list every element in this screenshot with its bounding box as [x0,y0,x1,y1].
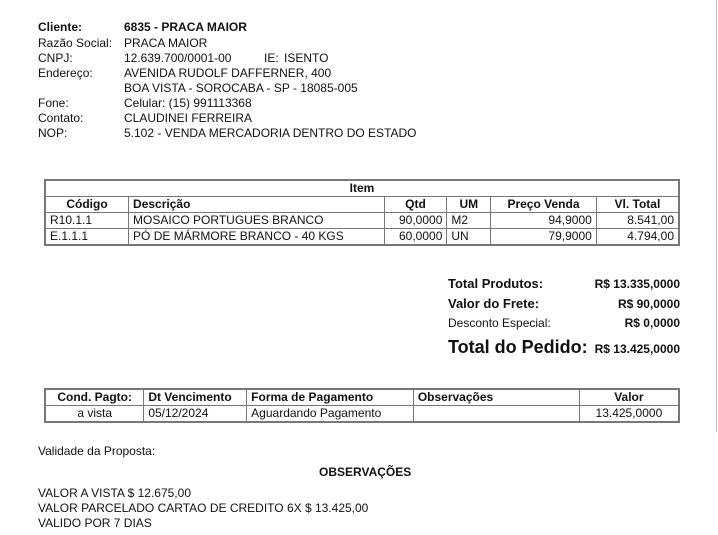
cliente-label: Cliente: [38,20,83,34]
valor-frete-label: Valor do Frete: [448,296,540,311]
fone-value: Celular: (15) 991113368 [124,96,252,110]
contato-label: Contato: [38,111,84,125]
cell-forma-pagamento: Aguardando Pagamento [246,405,414,423]
endereco-line1: AVENIDA RUDOLF DAFFERNER, 400 [124,66,332,80]
items-header-row: Código Descrição Qtd UM Preço Venda Vl. … [44,196,680,213]
table-row: R10.1.1 MOSAICO PORTUGUES BRANCO 90,0000… [44,212,680,229]
total-pedido: Total do Pedido: R$ 13.425,0000 [448,337,680,358]
cell-observacoes [412,405,580,423]
total-pedido-label: Total do Pedido: [448,337,588,357]
total-pedido-value: R$ 13.425,0000 [594,342,680,356]
nop-value: 5.102 - VENDA MERCADORIA DENTRO DO ESTAD… [124,126,417,140]
cell-codigo: R10.1.1 [44,212,130,229]
desconto-label: Desconto Especial: [448,316,551,330]
header-um: UM [446,196,492,213]
items-table: Item Código Descrição Qtd UM Preço Venda… [44,179,680,246]
desconto-especial: Desconto Especial: R$ 0,0000 [448,316,680,330]
header-observacoes: Observações [412,388,580,406]
cell-um: M2 [446,212,492,229]
items-title: Item [44,179,680,197]
header-total: Vl. Total [595,196,680,213]
header-codigo: Código [44,196,130,213]
header-cond-pagto: Cond. Pagto: [44,388,145,406]
endereco-label: Endereço: [38,66,93,80]
header-dt-vencimento: Dt Vencimento [143,388,248,406]
page-edge-divider [716,0,717,432]
validade-label: Validade da Proposta: [38,444,156,458]
header-valor: Valor [578,388,680,406]
cell-um: UN [446,228,492,246]
cnpj-value: 12.639.700/0001-00 [124,51,232,65]
header-descricao: Descrição [128,196,385,213]
desconto-value: R$ 0,0000 [624,316,680,330]
cell-total: 4.794,00 [595,228,680,246]
payment-header-row: Cond. Pagto: Dt Vencimento Forma de Paga… [44,388,680,406]
total-produtos-value: R$ 13.335,0000 [594,277,680,291]
valor-frete-value: R$ 90,0000 [617,297,680,311]
header-qtd: Qtd [383,196,448,213]
cell-preco: 79,9000 [490,228,597,246]
cell-preco: 94,9000 [490,212,597,229]
total-produtos: Total Produtos: R$ 13.335,0000 [448,276,680,291]
observacao-line: VALIDO POR 7 DIAS [38,516,152,530]
cell-dt-vencimento: 05/12/2024 [143,405,248,423]
observacao-line: VALOR PARCELADO CARTAO DE CREDITO 6X $ 1… [38,501,369,515]
contato-value: CLAUDINEI FERREIRA [124,111,253,125]
observacao-line: VALOR A VISTA $ 12.675,00 [38,486,191,500]
table-row: a vista 05/12/2024 Aguardando Pagamento … [44,405,680,423]
valor-frete: Valor do Frete: R$ 90,0000 [448,296,680,311]
cnpj-label: CNPJ: [38,51,73,65]
cliente-value: 6835 - PRACA MAIOR [124,20,247,34]
cell-descricao: PÓ DE MÁRMORE BRANCO - 40 KGS [128,228,385,246]
observacoes-title: OBSERVAÇÕES [319,465,412,479]
endereco-line2: BOA VISTA - SOROCABA - SP - 18085-005 [124,81,358,95]
ie-label: IE: [264,51,279,65]
cell-qtd: 90,0000 [383,212,448,229]
razao-value: PRACA MAIOR [124,36,208,50]
header-preco: Preço Venda [490,196,597,213]
cell-cond-pagto: a vista [44,405,145,423]
cell-qtd: 60,0000 [383,228,448,246]
table-row: E.1.1.1 PÓ DE MÁRMORE BRANCO - 40 KGS 60… [44,228,680,246]
payment-table: Cond. Pagto: Dt Vencimento Forma de Paga… [44,388,680,423]
cell-descricao: MOSAICO PORTUGUES BRANCO [128,212,385,229]
cell-valor: 13.425,0000 [578,405,680,423]
cell-codigo: E.1.1.1 [44,228,130,246]
header-forma-pagamento: Forma de Pagamento [246,388,414,406]
razao-label: Razão Social: [38,36,113,50]
cell-total: 8.541,00 [595,212,680,229]
total-produtos-label: Total Produtos: [448,276,544,291]
fone-label: Fone: [38,96,69,110]
ie-value: ISENTO [284,51,329,65]
nop-label: NOP: [38,126,68,140]
